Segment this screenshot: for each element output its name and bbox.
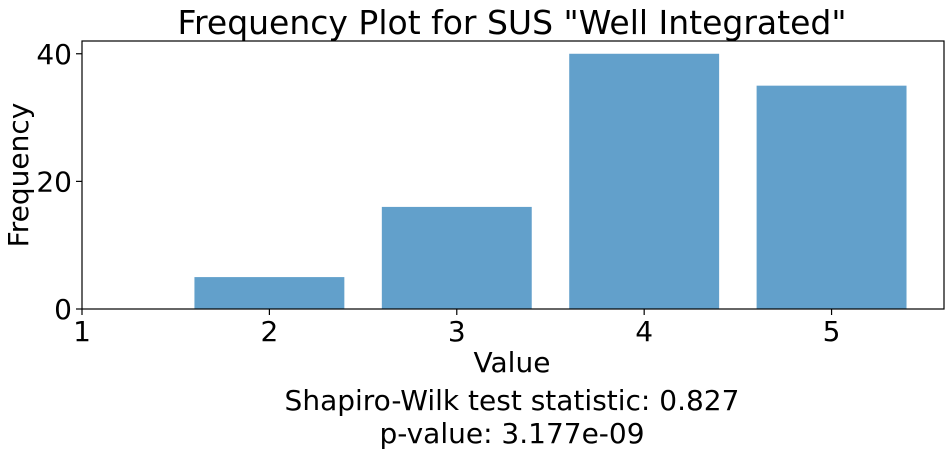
x-tick-label: 1 (73, 315, 91, 348)
y-ticks-group: 0 20 40 (36, 38, 82, 326)
x-axis-label: Value (474, 346, 551, 379)
y-tick-label: 20 (36, 165, 72, 198)
x-ticks-group: 1 2 3 4 5 (73, 309, 840, 348)
y-tick-label: 0 (54, 293, 72, 326)
bar-3 (381, 206, 532, 309)
x-tick-label: 3 (448, 315, 466, 348)
x-tick-label: 2 (260, 315, 278, 348)
bar-2 (194, 277, 345, 309)
plot-frame (81, 40, 945, 310)
bar-4 (569, 53, 720, 310)
bars-group (194, 53, 907, 310)
x-tick-label: 4 (635, 315, 653, 348)
y-tick-label: 40 (36, 38, 72, 71)
bar-5 (756, 85, 907, 310)
chart-title: Frequency Plot for SUS "Well Integrated" (177, 3, 846, 42)
stat-annotation-line-1: Shapiro-Wilk test statistic: 0.827 (285, 384, 740, 417)
x-tick-label: 5 (823, 315, 841, 348)
stat-annotation-line-2: p-value: 3.177e-09 (379, 417, 644, 450)
y-axis-label: Frequency (2, 103, 35, 248)
